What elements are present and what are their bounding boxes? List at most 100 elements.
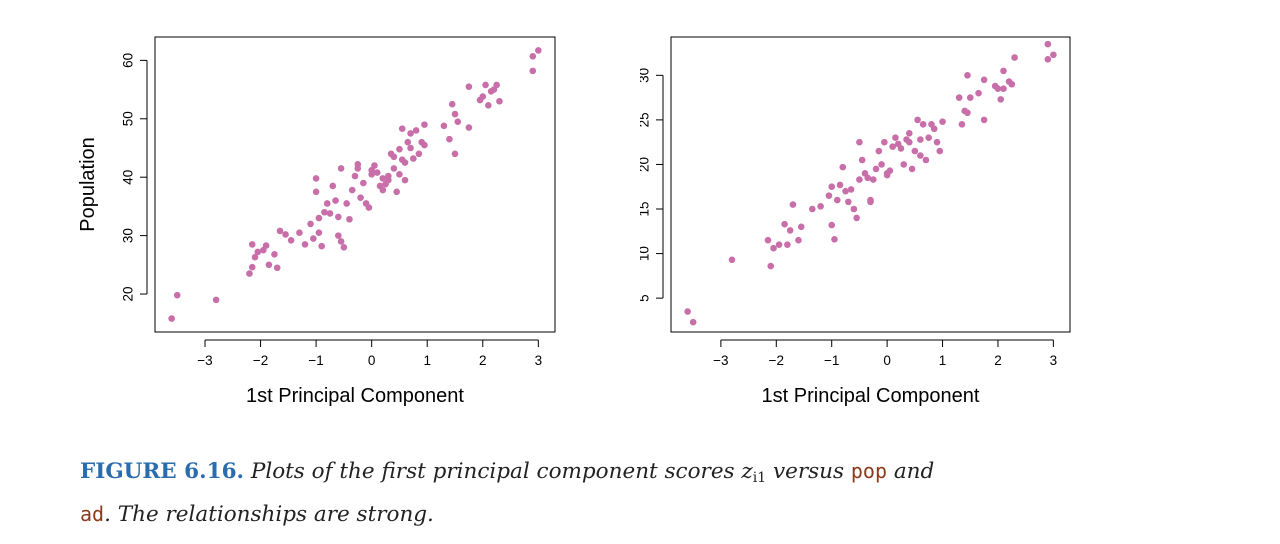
- data-point: [482, 81, 489, 89]
- data-point: [479, 93, 487, 100]
- data-point: [421, 121, 428, 128]
- data-point: [254, 248, 262, 256]
- scatter-plot-population: −3 −2 −1 0 1 2 3 20 30 40 50 60 1st Principal Compon…: [77, 36, 556, 407]
- data-point: [407, 130, 414, 137]
- data-point: [265, 261, 273, 269]
- data-point: [864, 174, 872, 182]
- data-point: [465, 124, 473, 131]
- data-point: [421, 141, 428, 149]
- data-point: [354, 161, 362, 168]
- data-point: [412, 127, 420, 134]
- caption-code-pop: pop: [850, 459, 888, 483]
- data-point: [1000, 85, 1007, 92]
- data-point: [875, 147, 883, 155]
- data-point: [401, 176, 409, 184]
- y-tick-label: 10: [640, 246, 652, 261]
- data-point: [839, 163, 847, 171]
- plot-frame: [154, 36, 556, 333]
- data-point: [343, 200, 350, 207]
- data-point: [775, 241, 783, 248]
- data-point: [335, 213, 342, 221]
- data-point: [781, 220, 788, 228]
- y-tick-label: 25: [640, 112, 652, 127]
- caption-math-var: z: [741, 459, 753, 484]
- data-point: [764, 236, 772, 244]
- data-point: [390, 153, 398, 161]
- data-point: [847, 186, 855, 193]
- caption-text-3: and: [893, 459, 935, 484]
- data-point: [315, 214, 323, 222]
- data-point: [393, 188, 400, 196]
- data-point: [1044, 40, 1052, 48]
- y-tick-label: 50: [121, 111, 136, 126]
- y-tick-label: 40: [121, 170, 136, 185]
- data-point: [451, 150, 459, 158]
- data-point: [856, 138, 863, 146]
- x-tick-label: −2: [253, 353, 268, 368]
- data-point: [684, 308, 691, 315]
- y-tick-label: 30: [640, 68, 652, 83]
- data-point: [337, 165, 345, 172]
- caption-math-sub: i1: [752, 470, 767, 486]
- data-point: [396, 145, 403, 153]
- data-point: [287, 236, 295, 244]
- x-tick-label: −1: [308, 353, 323, 368]
- x-tick-label: 3: [1050, 353, 1058, 368]
- data-point: [348, 186, 356, 194]
- data-point: [892, 134, 899, 142]
- caption-text-4: . The relationships are strong.: [104, 502, 434, 527]
- data-point: [318, 242, 325, 250]
- data-point: [323, 200, 331, 207]
- data-point: [357, 194, 364, 201]
- data-point: [365, 204, 373, 211]
- data-point: [273, 264, 281, 272]
- data-point: [410, 155, 417, 162]
- data-point: [496, 97, 503, 105]
- caption-code-ad: ad: [80, 502, 105, 526]
- data-point: [964, 72, 971, 79]
- data-point: [173, 291, 181, 299]
- data-point: [332, 197, 339, 204]
- y-tick-label: 20: [640, 157, 652, 172]
- data-point: [307, 220, 314, 228]
- data-point: [881, 138, 888, 146]
- x-tick-label: 1: [423, 353, 431, 368]
- data-point: [485, 102, 492, 109]
- y-tick-label: 30: [121, 228, 136, 243]
- data-point: [454, 118, 462, 126]
- data-point: [246, 270, 253, 277]
- data-point: [371, 162, 378, 169]
- data-point: [262, 242, 270, 249]
- data-point: [917, 152, 924, 159]
- data-point: [922, 156, 930, 164]
- data-point: [312, 188, 320, 196]
- data-point: [310, 235, 317, 242]
- data-point: [296, 229, 303, 236]
- data-point: [905, 129, 913, 137]
- data-point: [825, 192, 833, 199]
- data-point: [767, 262, 775, 270]
- data-point: [966, 94, 974, 101]
- data-point: [900, 161, 908, 168]
- data-point: [845, 198, 852, 206]
- data-point: [980, 76, 988, 84]
- x-tick-label: 1: [939, 353, 947, 368]
- data-point: [828, 183, 836, 191]
- data-point: [385, 172, 392, 180]
- data-point: [373, 169, 381, 176]
- data-point: [828, 221, 836, 229]
- data-point: [351, 172, 359, 180]
- data-point: [886, 167, 894, 174]
- data-point: [401, 159, 409, 166]
- data-point: [1008, 80, 1016, 88]
- data-point: [535, 47, 542, 54]
- data-point: [817, 203, 824, 210]
- data-point: [251, 253, 259, 261]
- data-point: [248, 241, 256, 248]
- data-point: [914, 116, 921, 124]
- chart-population: −3 −2 −1 0 1 2 3 20 30 40 50 60 1st Principal Compon…: [0, 0, 640, 430]
- data-point: [930, 125, 938, 133]
- data-point: [878, 161, 885, 168]
- data-point: [301, 241, 309, 248]
- x-axis-title: 1st Principal Component: [762, 385, 980, 407]
